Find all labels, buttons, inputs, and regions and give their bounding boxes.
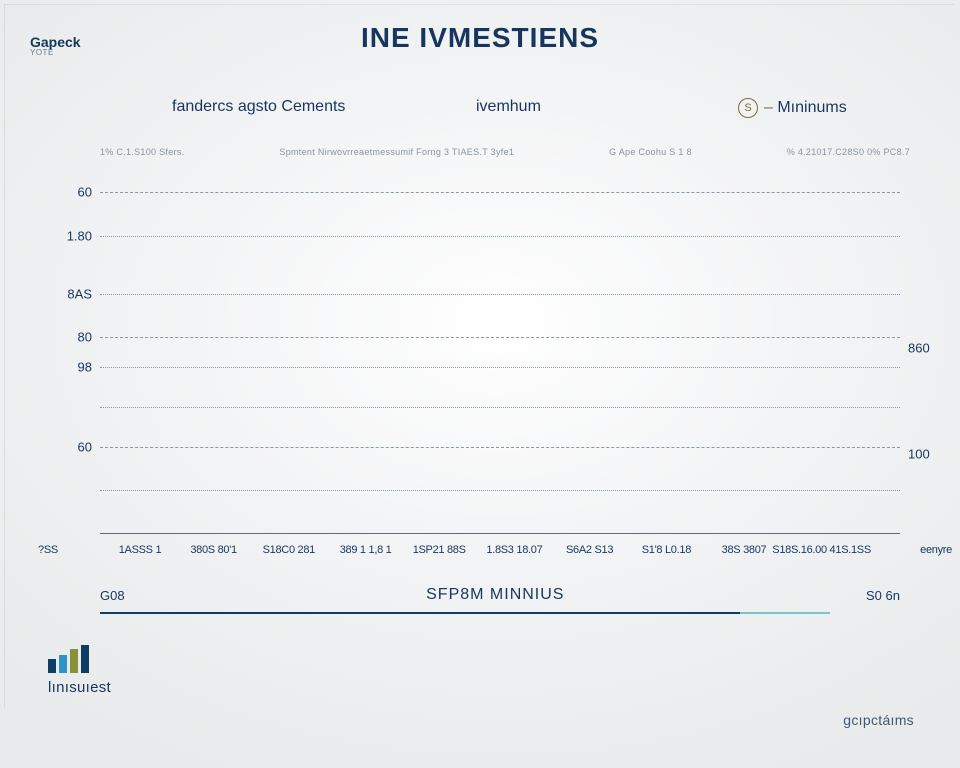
y-tick-label: 60 — [2, 439, 92, 454]
legend-item: 1% C.1.S100 Sfers. — [100, 147, 184, 165]
legend-item: G Ape Coohu S 1 8 — [609, 147, 692, 165]
x-tick-label: S18C0 281 — [263, 544, 315, 556]
logo-bar — [59, 655, 67, 673]
x-tick-label: S6A2 S13 — [566, 544, 613, 556]
section-label-text: Mıninums — [777, 99, 846, 116]
axis-underline-tail — [740, 612, 830, 614]
x-tick-label: 38S 3807 — [722, 544, 767, 556]
y-tick-label-right: 100 — [908, 446, 954, 461]
y-tick-label: 1.80 — [2, 228, 92, 243]
x-tick-label: S1'8 L0.18 — [642, 544, 691, 556]
legend-band: 1% C.1.S100 Sfers. Spmtent Nirwovrreaetme… — [100, 147, 910, 165]
section-label: S– Mıninums — [738, 98, 847, 118]
legend-item: % 4.21017.C28S0 0% PC8.7 — [787, 147, 910, 165]
section-label: ivemhum — [476, 98, 541, 116]
y-tick-label-right: 860 — [908, 341, 954, 356]
legend-item: Spmtent Nirwovrreaetmessumif Forng 3 TIA… — [279, 147, 514, 165]
section-label: fandercs agsto Cements — [172, 98, 345, 116]
x-tick-label: 1.8S3 18.07 — [486, 544, 542, 556]
y-tick-label: 80 — [2, 330, 92, 345]
x-tick-label: 380S 80'1 — [190, 544, 237, 556]
logo-text: lınısuıest — [48, 679, 111, 696]
axis-title-row: G08 SFP8M MINNIUS S0 6n — [100, 586, 900, 604]
x-tick-label: 389 1 1,8 1 — [340, 544, 392, 556]
plot-area: 601.808AS809860 860100 — [100, 170, 900, 534]
section-label-text: fandercs agsto Cements — [172, 98, 345, 115]
y-tick-label: 60 — [2, 184, 92, 199]
axis-underline — [100, 612, 740, 614]
x-ticks: ?SS1ASSS 1380S 80'1S18C0 281389 1 1,8 11… — [100, 544, 900, 564]
footer-brand: gcıpctáıms — [843, 712, 914, 728]
brand-top-left: Gapeck YOTE — [30, 34, 81, 57]
axis-right-code: S0 6n — [866, 588, 900, 603]
section-labels: fandercs agsto Cements ivemhum S– Mıninums — [0, 98, 960, 122]
logo-bar — [48, 659, 56, 673]
baseline — [100, 533, 900, 534]
logo-bar — [81, 645, 89, 673]
chart-title: INE IVMESTIENS — [0, 22, 960, 54]
x-tick-label: 1ASSS 1 — [119, 544, 162, 556]
ring-icon: S — [738, 98, 758, 118]
section-label-text: ivemhum — [476, 98, 541, 115]
x-tick-edge-left: ?SS — [38, 544, 58, 556]
x-tick-edge-right: eenyre — [920, 544, 952, 556]
x-tick-label: 1SP21 88S — [413, 544, 466, 556]
logo-bars-icon — [48, 645, 111, 673]
x-tick-label: S18S.16.00 41S.1SS — [772, 544, 871, 556]
axis-title: SFP8M MINNIUS — [426, 586, 564, 604]
logo-bar — [70, 649, 78, 673]
y-tick-label: 98 — [2, 359, 92, 374]
logo: lınısuıest — [48, 645, 111, 696]
axis-left-code: G08 — [100, 588, 125, 603]
title-text: INE IVMESTIENS — [361, 22, 599, 53]
y-tick-label: 8AS — [2, 286, 92, 301]
